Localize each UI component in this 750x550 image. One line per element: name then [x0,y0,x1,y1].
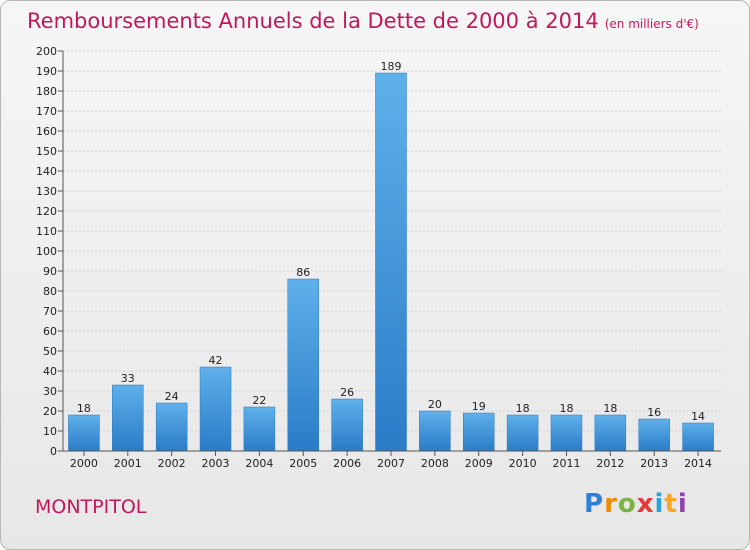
place-name: MONTPITOL [35,496,147,518]
y-axis: 0 10 20 30 40 50 60 70 80 90 100 110 120 130 140 150 160… [36,45,64,458]
x-tick-label-2013: 2013 [640,457,668,470]
y-tick-label: 120 [36,205,57,218]
y-tick-label: 60 [43,325,57,338]
y-tick-label: 50 [43,345,57,358]
x-tick-label-2009: 2009 [465,457,493,470]
bar-2010 [506,414,539,452]
y-tick-label: 110 [36,225,57,238]
y-tick-label: 0 [50,445,57,458]
value-label-2002: 24 [165,390,179,403]
y-tick-label: 70 [43,305,57,318]
x-tick-label-2001: 2001 [114,457,142,470]
bar-2008 [419,410,451,452]
x-tick-label-2008: 2008 [421,457,449,470]
y-tick-label: 130 [36,185,57,198]
x-tick-label-2014: 2014 [684,457,712,470]
bar-2012 [594,414,627,452]
bar-2003 [199,366,232,452]
y-tick-label: 200 [36,45,57,58]
y-tick-label: 100 [36,245,57,258]
x-axis: 2000 2001 2002 2003 2004 2005 2006 2007 2008 2009… [63,450,721,470]
bar-2011 [550,414,583,452]
y-tick-label: 80 [43,285,57,298]
value-label-2001: 33 [121,372,135,385]
value-label-2007: 189 [381,60,402,73]
x-tick-label-2007: 2007 [377,457,405,470]
value-label-2004: 22 [252,394,266,407]
x-tick-label-2003: 2003 [202,457,230,470]
bar-2002 [155,402,188,452]
bar-2005 [287,278,320,452]
y-tick-label: 160 [36,125,57,138]
x-tick-label-2010: 2010 [509,457,537,470]
bar-2013 [638,418,670,452]
y-tick-label: 30 [43,385,57,398]
chart-title-text: Remboursements Annuels de la Dette de 20… [27,9,599,33]
bar-2009 [462,412,495,452]
value-label-2003: 42 [209,354,223,367]
x-tick-label-2012: 2012 [596,457,624,470]
bar-2006 [331,398,363,452]
value-label-2009: 19 [472,400,486,413]
chart-unit: (en milliers d'€) [604,17,699,31]
value-label-2006: 26 [340,386,354,399]
bar-2001 [112,384,144,452]
y-tick-label: 150 [36,145,57,158]
x-tick-label-2005: 2005 [289,457,317,470]
y-tick-label: 140 [36,165,57,178]
y-tick-label: 180 [36,85,57,98]
x-tick-label-2011: 2011 [552,457,580,470]
value-label-2012: 18 [603,402,617,415]
x-tick-label-2000: 2000 [70,457,98,470]
y-tick-label: 90 [43,265,57,278]
bar-2004 [243,406,276,452]
y-tick-label: 170 [36,105,57,118]
y-tick-label: 40 [43,365,57,378]
bar-2014 [682,422,714,452]
bars: 18 33 24 42 22 86 26 189 20 19 18 18 18 16 14 [68,60,714,452]
value-label-2014: 14 [691,410,705,423]
value-label-2005: 86 [296,266,310,279]
value-label-2010: 18 [516,402,530,415]
bar-2000 [68,414,100,452]
value-label-2008: 20 [428,398,442,411]
value-label-2011: 18 [559,402,573,415]
x-tick-label-2006: 2006 [333,457,361,470]
bar-2007 [375,72,407,452]
value-label-2013: 16 [647,406,661,419]
value-label-2000: 18 [77,402,91,415]
y-tick-label: 190 [36,65,57,78]
chart-title: Remboursements Annuels de la Dette de 20… [27,9,699,33]
y-tick-label: 10 [43,425,57,438]
proxiti-logo: Proxiti [584,489,688,519]
y-tick-label: 20 [43,405,57,418]
x-tick-label-2004: 2004 [245,457,273,470]
x-tick-label-2002: 2002 [158,457,186,470]
